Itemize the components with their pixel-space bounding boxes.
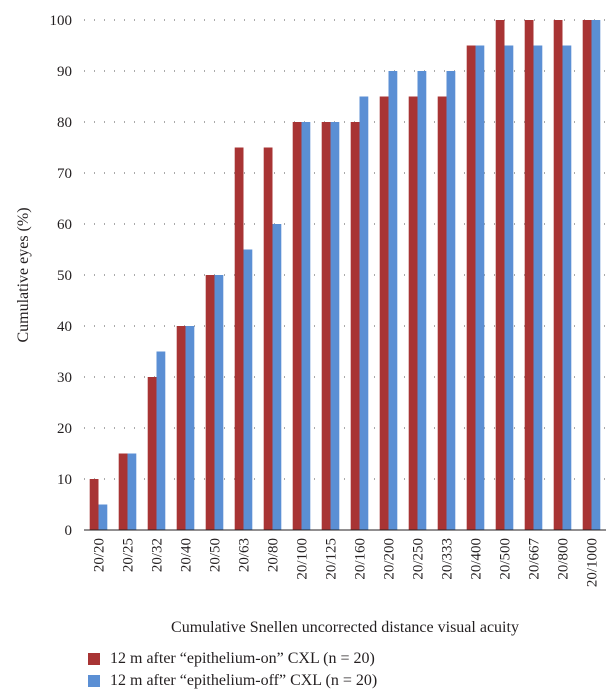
bar-epithelium-on — [263, 147, 273, 530]
bar-epithelium-on — [118, 453, 128, 530]
x-tick-label: 20/100 — [295, 538, 311, 580]
x-tick-label: 20/40 — [179, 538, 195, 572]
y-tick-label: 90 — [57, 64, 72, 80]
x-tick-label: 20/500 — [498, 538, 514, 580]
x-tick-label: 20/1000 — [585, 538, 601, 587]
bar-epithelium-on — [350, 122, 360, 530]
bar-epithelium-on — [205, 275, 215, 530]
legend-swatch-epithelium-on — [88, 653, 100, 665]
legend-item-epithelium-off: 12 m after “epithelium-off” CXL (n = 20) — [88, 670, 377, 692]
bar-epithelium-off — [359, 96, 369, 530]
legend-label-epithelium-on: 12 m after “epithelium-on” CXL (n = 20) — [110, 650, 375, 667]
bar-epithelium-on — [466, 45, 476, 530]
bar-epithelium-off — [504, 45, 514, 530]
bar-epithelium-off — [301, 122, 311, 530]
legend: 12 m after “epithelium-on” CXL (n = 20) … — [88, 648, 377, 692]
bar-epithelium-off — [127, 453, 137, 530]
x-tick-labels: 20/20 20/25 20/32 20/40 20/50 20/63 20/80 20/10… — [92, 538, 601, 588]
y-tick-label: 40 — [57, 319, 72, 335]
bar-epithelium-off — [185, 326, 195, 530]
bar-epithelium-on — [234, 147, 244, 530]
bar-epithelium-off — [475, 45, 485, 530]
y-tick-label: 60 — [57, 217, 72, 233]
bar-epithelium-on — [582, 20, 592, 530]
bar-epithelium-on — [553, 20, 563, 530]
x-tick-label: 20/63 — [237, 538, 253, 572]
bar-epithelium-on — [292, 122, 302, 530]
bar-epithelium-on — [408, 96, 418, 530]
bar-epithelium-on — [379, 96, 389, 530]
x-tick-label: 20/800 — [556, 538, 572, 580]
bar-epithelium-off — [330, 122, 340, 530]
x-tick-label: 20/200 — [382, 538, 398, 580]
bar-epithelium-on — [321, 122, 331, 530]
bar-epithelium-off — [388, 71, 398, 530]
x-tick-label: 20/80 — [266, 538, 282, 572]
y-tick-label: 70 — [57, 166, 72, 182]
y-tick-label: 100 — [50, 13, 73, 29]
y-tick-label: 50 — [57, 268, 72, 284]
x-tick-label: 20/125 — [324, 538, 340, 580]
bar-epithelium-on — [176, 326, 186, 530]
bar-epithelium-off — [417, 71, 427, 530]
bar-epithelium-on — [495, 20, 505, 530]
x-tick-label: 20/333 — [440, 538, 456, 580]
x-tick-label: 20/25 — [121, 538, 137, 572]
legend-label-epithelium-off: 12 m after “epithelium-off” CXL (n = 20) — [110, 672, 378, 689]
y-tick-label: 20 — [57, 421, 72, 437]
legend-item-epithelium-on: 12 m after “epithelium-on” CXL (n = 20) — [88, 648, 377, 670]
x-tick-label: 20/400 — [469, 538, 485, 580]
bar-epithelium-off — [243, 249, 253, 530]
bar-epithelium-on — [89, 479, 99, 530]
y-tick-label: 30 — [57, 370, 72, 386]
bar-epithelium-off — [156, 351, 166, 530]
y-tick-labels: 0 10 20 30 40 50 60 70 80 90 100 — [50, 13, 73, 539]
y-tick-label: 10 — [57, 472, 72, 488]
bar-epithelium-off — [272, 224, 282, 530]
x-axis-title: Cumulative Snellen uncorrected distance … — [171, 619, 519, 636]
x-tick-label: 20/160 — [353, 538, 369, 580]
gridlines — [84, 19, 606, 480]
bar-epithelium-off — [214, 275, 224, 530]
bar-epithelium-off — [98, 504, 108, 530]
bar-epithelium-on — [147, 377, 157, 530]
bars — [89, 20, 601, 530]
x-tick-label: 20/32 — [150, 538, 166, 572]
y-tick-label: 0 — [65, 523, 73, 539]
x-tick-label: 20/250 — [411, 538, 427, 580]
bar-epithelium-off — [591, 20, 601, 530]
bar-epithelium-off — [533, 45, 543, 530]
y-axis-title: Cumulative eyes (%) — [15, 207, 32, 342]
x-tick-label: 20/20 — [92, 538, 108, 572]
bar-epithelium-on — [437, 96, 447, 530]
x-tick-label: 20/667 — [527, 538, 543, 580]
bar-epithelium-on — [524, 20, 534, 530]
bar-epithelium-off — [562, 45, 572, 530]
legend-swatch-epithelium-off — [88, 675, 100, 687]
x-tick-label: 20/50 — [208, 538, 224, 572]
y-tick-label: 80 — [57, 115, 72, 131]
bar-epithelium-off — [446, 71, 456, 530]
